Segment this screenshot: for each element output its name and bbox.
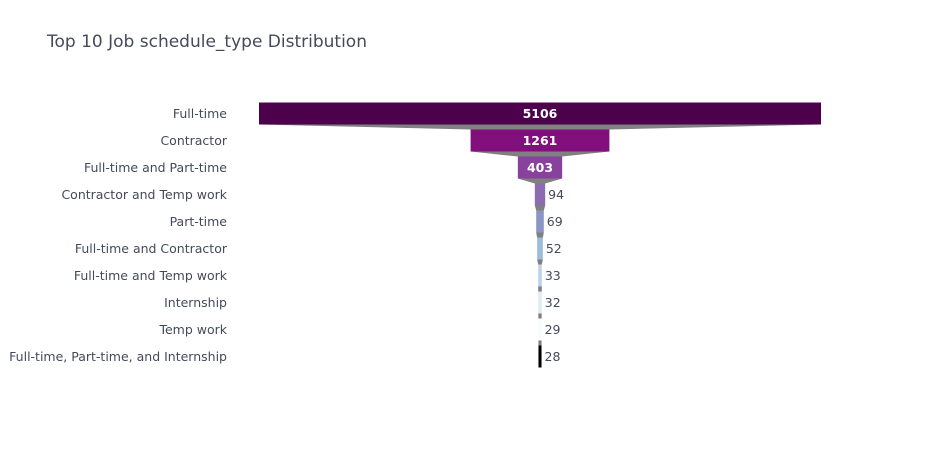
category-label: Full-time (173, 106, 227, 121)
value-label: 28 (545, 349, 561, 364)
category-label: Full-time and Temp work (74, 268, 228, 283)
funnel-connector (538, 313, 542, 319)
value-label: 32 (545, 295, 561, 310)
value-label: 1261 (523, 133, 558, 148)
category-label: Contractor (160, 133, 227, 148)
chart-title: Top 10 Job schedule_type Distribution (47, 32, 367, 52)
value-label: 52 (546, 241, 562, 256)
funnel-bar (517, 156, 563, 179)
funnel-bar (538, 264, 542, 287)
funnel-connector (470, 151, 610, 157)
funnel-connector (534, 205, 546, 211)
funnel-bar (537, 237, 543, 260)
value-label: 69 (547, 214, 563, 229)
category-label: Temp work (158, 322, 227, 337)
funnel-bar (538, 291, 542, 314)
funnel-connector (538, 340, 542, 346)
category-label: Contractor and Temp work (61, 187, 227, 202)
funnel-bar (536, 210, 544, 233)
funnel-connector (536, 232, 544, 238)
funnel-bar (538, 345, 542, 368)
funnel-bar (538, 318, 542, 341)
funnel-connector (537, 259, 543, 265)
value-label: 29 (545, 322, 561, 337)
value-label: 403 (527, 160, 553, 175)
funnel-bar (534, 183, 546, 206)
value-label: 33 (545, 268, 561, 283)
value-label: 94 (548, 187, 564, 202)
category-label: Full-time and Part-time (84, 160, 227, 175)
value-labels: 5106 1261 403 94 69 52 33 32 29 28 (523, 106, 565, 364)
connectors (259, 124, 821, 346)
funnel-connector (259, 124, 821, 130)
funnel-bar (259, 102, 821, 125)
category-label: Full-time, Part-time, and Internship (9, 349, 227, 364)
funnel-bars (259, 102, 821, 368)
category-label: Full-time and Contractor (75, 241, 228, 256)
funnel-connector (538, 286, 542, 292)
funnel-bar (470, 129, 610, 152)
category-label: Part-time (170, 214, 228, 229)
funnel-connector (517, 178, 563, 184)
category-label: Internship (164, 295, 227, 310)
category-labels: Full-time Contractor Full-time and Part-ti… (9, 106, 228, 364)
value-label: 5106 (523, 106, 558, 121)
